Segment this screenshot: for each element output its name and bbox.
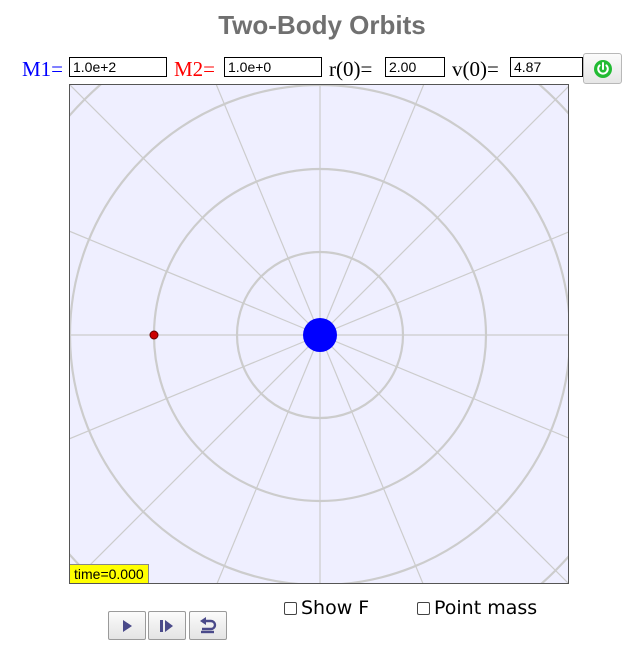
- grid-spoke: [319, 334, 568, 583]
- show-f-box[interactable]: [284, 601, 297, 615]
- point-mass-box[interactable]: [417, 601, 430, 615]
- show-f-checkbox[interactable]: Show F: [284, 596, 369, 620]
- r0-input[interactable]: [385, 57, 445, 77]
- orbit-plot: [70, 85, 568, 583]
- m2-input[interactable]: [224, 57, 322, 77]
- orbit-canvas[interactable]: time=0.000: [69, 84, 569, 584]
- page-title: Two-Body Orbits: [218, 10, 426, 40]
- grid-spoke: [215, 85, 321, 336]
- power-button[interactable]: [583, 53, 622, 84]
- point-mass-label: Point mass: [434, 597, 538, 619]
- v0-input[interactable]: [510, 57, 583, 77]
- time-readout: time=0.000: [70, 564, 149, 583]
- v0-label: v(0)=: [452, 57, 499, 81]
- show-f-label: Show F: [301, 597, 370, 619]
- play-icon: [123, 619, 132, 632]
- grid-spoke: [216, 334, 321, 583]
- point-mass-checkbox[interactable]: Point mass: [417, 596, 537, 620]
- grid-spoke: [71, 334, 321, 583]
- grid-spoke: [319, 334, 568, 439]
- m2-label: M2=: [174, 57, 216, 81]
- step-icon: [160, 619, 173, 632]
- parameter-row: M1= M2= r(0)= v(0)=: [0, 55, 644, 83]
- r0-label: r(0)=: [329, 57, 373, 81]
- grid-ring: [235, 250, 405, 420]
- grid-spoke: [319, 231, 568, 336]
- play-button[interactable]: [108, 611, 146, 640]
- step-button[interactable]: [148, 611, 186, 640]
- m1-label: M1=: [22, 57, 64, 81]
- central-body: [303, 318, 337, 352]
- m1-input[interactable]: [69, 57, 167, 77]
- reset-button[interactable]: [189, 611, 227, 640]
- grid-spoke: [70, 334, 321, 440]
- grid-spoke: [319, 334, 424, 583]
- orbiting-body[interactable]: [149, 330, 159, 340]
- reset-icon: [200, 616, 217, 633]
- grid-spoke: [70, 230, 321, 336]
- grid-spoke: [319, 85, 425, 336]
- power-icon: [593, 59, 612, 78]
- grid-spoke: [70, 85, 321, 336]
- grid-spoke: [319, 86, 568, 336]
